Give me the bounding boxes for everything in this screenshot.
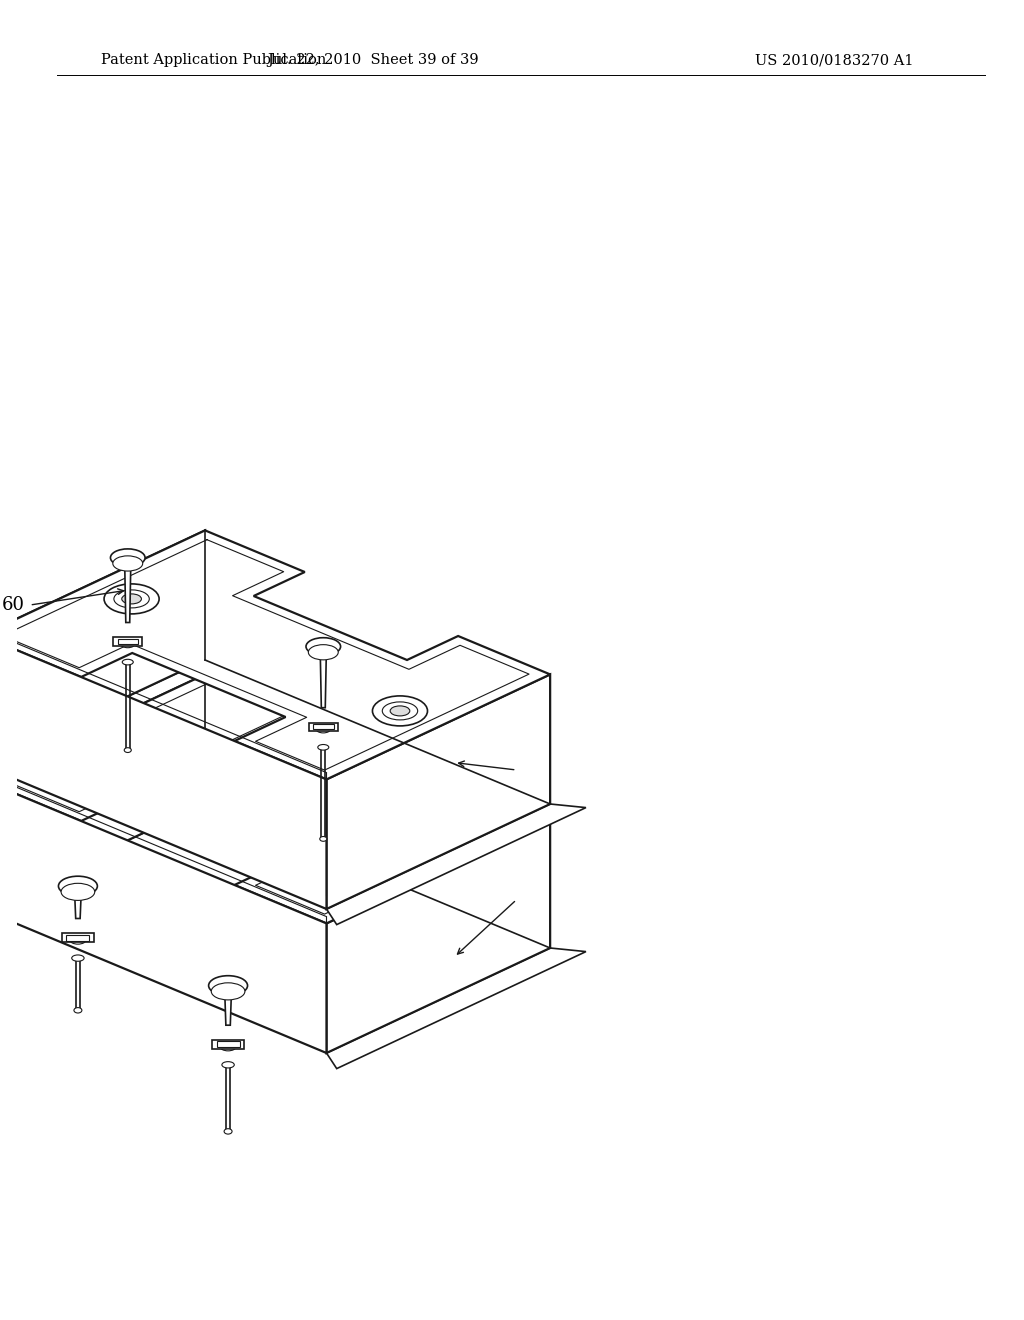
Ellipse shape xyxy=(104,727,159,758)
Ellipse shape xyxy=(58,876,97,896)
Ellipse shape xyxy=(224,1129,232,1134)
Polygon shape xyxy=(0,531,205,766)
Polygon shape xyxy=(321,647,327,708)
Ellipse shape xyxy=(124,747,131,752)
Ellipse shape xyxy=(61,883,95,900)
Ellipse shape xyxy=(306,638,341,655)
Ellipse shape xyxy=(122,594,141,605)
Ellipse shape xyxy=(72,954,84,961)
Text: Jul. 22, 2010  Sheet 39 of 39: Jul. 22, 2010 Sheet 39 of 39 xyxy=(267,53,479,67)
Polygon shape xyxy=(327,804,586,924)
Polygon shape xyxy=(327,675,550,909)
Text: FIG. 31D: FIG. 31D xyxy=(372,948,488,972)
Text: 50: 50 xyxy=(521,762,545,779)
Polygon shape xyxy=(327,948,586,1069)
Ellipse shape xyxy=(316,726,331,733)
Ellipse shape xyxy=(114,590,150,609)
Polygon shape xyxy=(0,675,205,909)
Polygon shape xyxy=(0,531,550,779)
Polygon shape xyxy=(0,779,327,1053)
Polygon shape xyxy=(125,558,131,623)
Ellipse shape xyxy=(209,975,248,995)
Ellipse shape xyxy=(382,702,418,719)
Polygon shape xyxy=(118,639,138,644)
Polygon shape xyxy=(217,1041,240,1047)
Polygon shape xyxy=(313,725,334,730)
Ellipse shape xyxy=(373,696,427,726)
Ellipse shape xyxy=(319,837,327,841)
Polygon shape xyxy=(61,933,94,942)
Polygon shape xyxy=(224,986,231,1026)
Ellipse shape xyxy=(114,734,150,752)
Ellipse shape xyxy=(373,840,427,870)
Polygon shape xyxy=(0,635,327,909)
Ellipse shape xyxy=(111,549,145,566)
Ellipse shape xyxy=(122,659,133,665)
Ellipse shape xyxy=(70,936,86,944)
Polygon shape xyxy=(327,818,550,1053)
Ellipse shape xyxy=(382,846,418,863)
Ellipse shape xyxy=(390,850,410,859)
Ellipse shape xyxy=(121,640,135,648)
Ellipse shape xyxy=(74,1007,82,1012)
Ellipse shape xyxy=(113,556,142,572)
Ellipse shape xyxy=(104,583,159,614)
Ellipse shape xyxy=(308,644,338,660)
Ellipse shape xyxy=(317,744,329,750)
Polygon shape xyxy=(212,1040,244,1049)
Text: Patent Application Publication: Patent Application Publication xyxy=(101,53,327,67)
Polygon shape xyxy=(0,675,550,924)
Text: 50: 50 xyxy=(521,891,545,908)
Text: US 2010/0183270 A1: US 2010/0183270 A1 xyxy=(755,53,913,67)
Ellipse shape xyxy=(122,738,141,748)
Polygon shape xyxy=(0,788,205,909)
Polygon shape xyxy=(67,935,89,941)
Text: 60: 60 xyxy=(1,597,25,614)
Polygon shape xyxy=(309,722,338,731)
Ellipse shape xyxy=(211,983,245,1001)
Ellipse shape xyxy=(390,706,410,715)
Polygon shape xyxy=(0,644,205,766)
Ellipse shape xyxy=(222,1061,234,1068)
Ellipse shape xyxy=(220,1043,237,1051)
Polygon shape xyxy=(75,887,82,919)
Polygon shape xyxy=(114,638,142,645)
